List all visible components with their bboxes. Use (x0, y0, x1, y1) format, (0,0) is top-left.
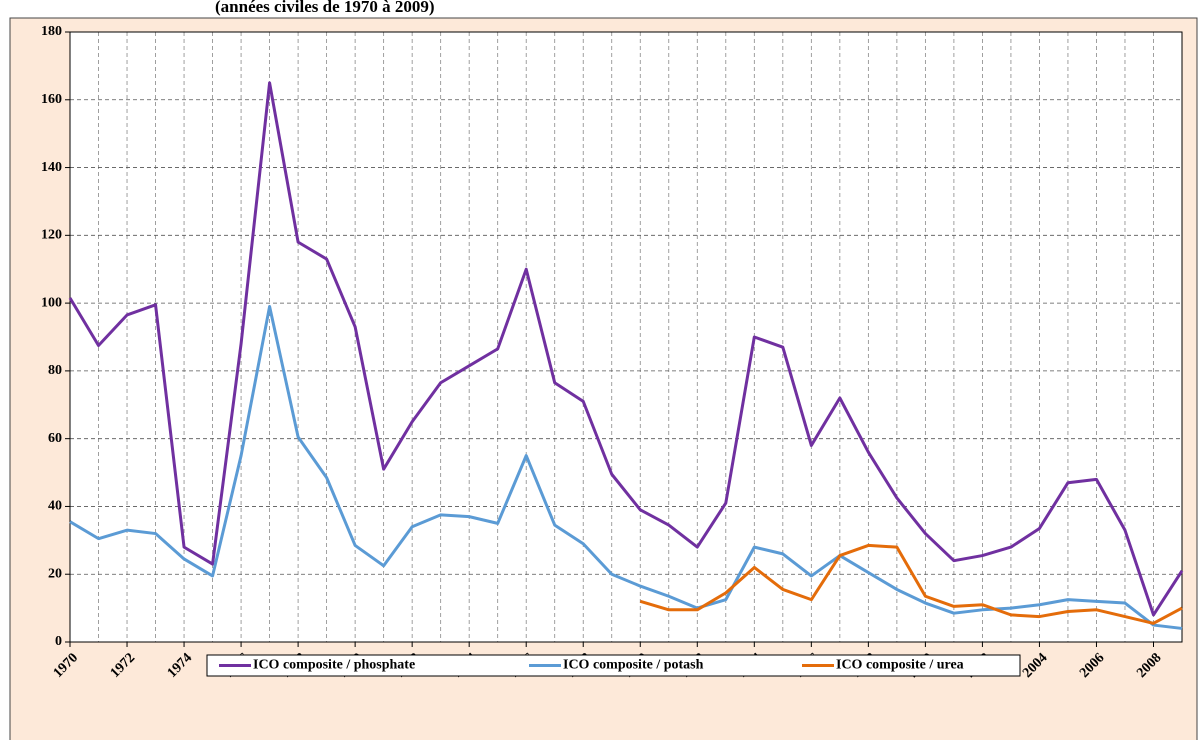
y-tick-label: 20 (48, 566, 62, 581)
y-tick-label: 160 (41, 92, 62, 107)
legend-label: ICO composite / potash (563, 658, 704, 673)
y-tick-label: 120 (41, 228, 62, 243)
y-tick-label: 0 (55, 634, 62, 649)
chart-subtitle: (années civiles de 1970 à 2009) (215, 0, 435, 16)
series-line (639, 543, 1183, 625)
y-tick-label: 60 (48, 431, 62, 446)
legend-label: ICO composite / urea (836, 658, 964, 673)
y-tick-label: 80 (48, 363, 62, 378)
y-tick-label: 100 (41, 295, 62, 310)
y-tick-label: 140 (41, 160, 62, 175)
legend-label: ICO composite / phosphate (253, 658, 415, 673)
y-tick-label: 180 (41, 24, 62, 39)
legend-box (206, 654, 1021, 677)
series-line (68, 81, 1184, 617)
y-tick-label: 40 (48, 499, 62, 514)
plot-area (70, 32, 1182, 642)
plot-border (69, 31, 1183, 643)
